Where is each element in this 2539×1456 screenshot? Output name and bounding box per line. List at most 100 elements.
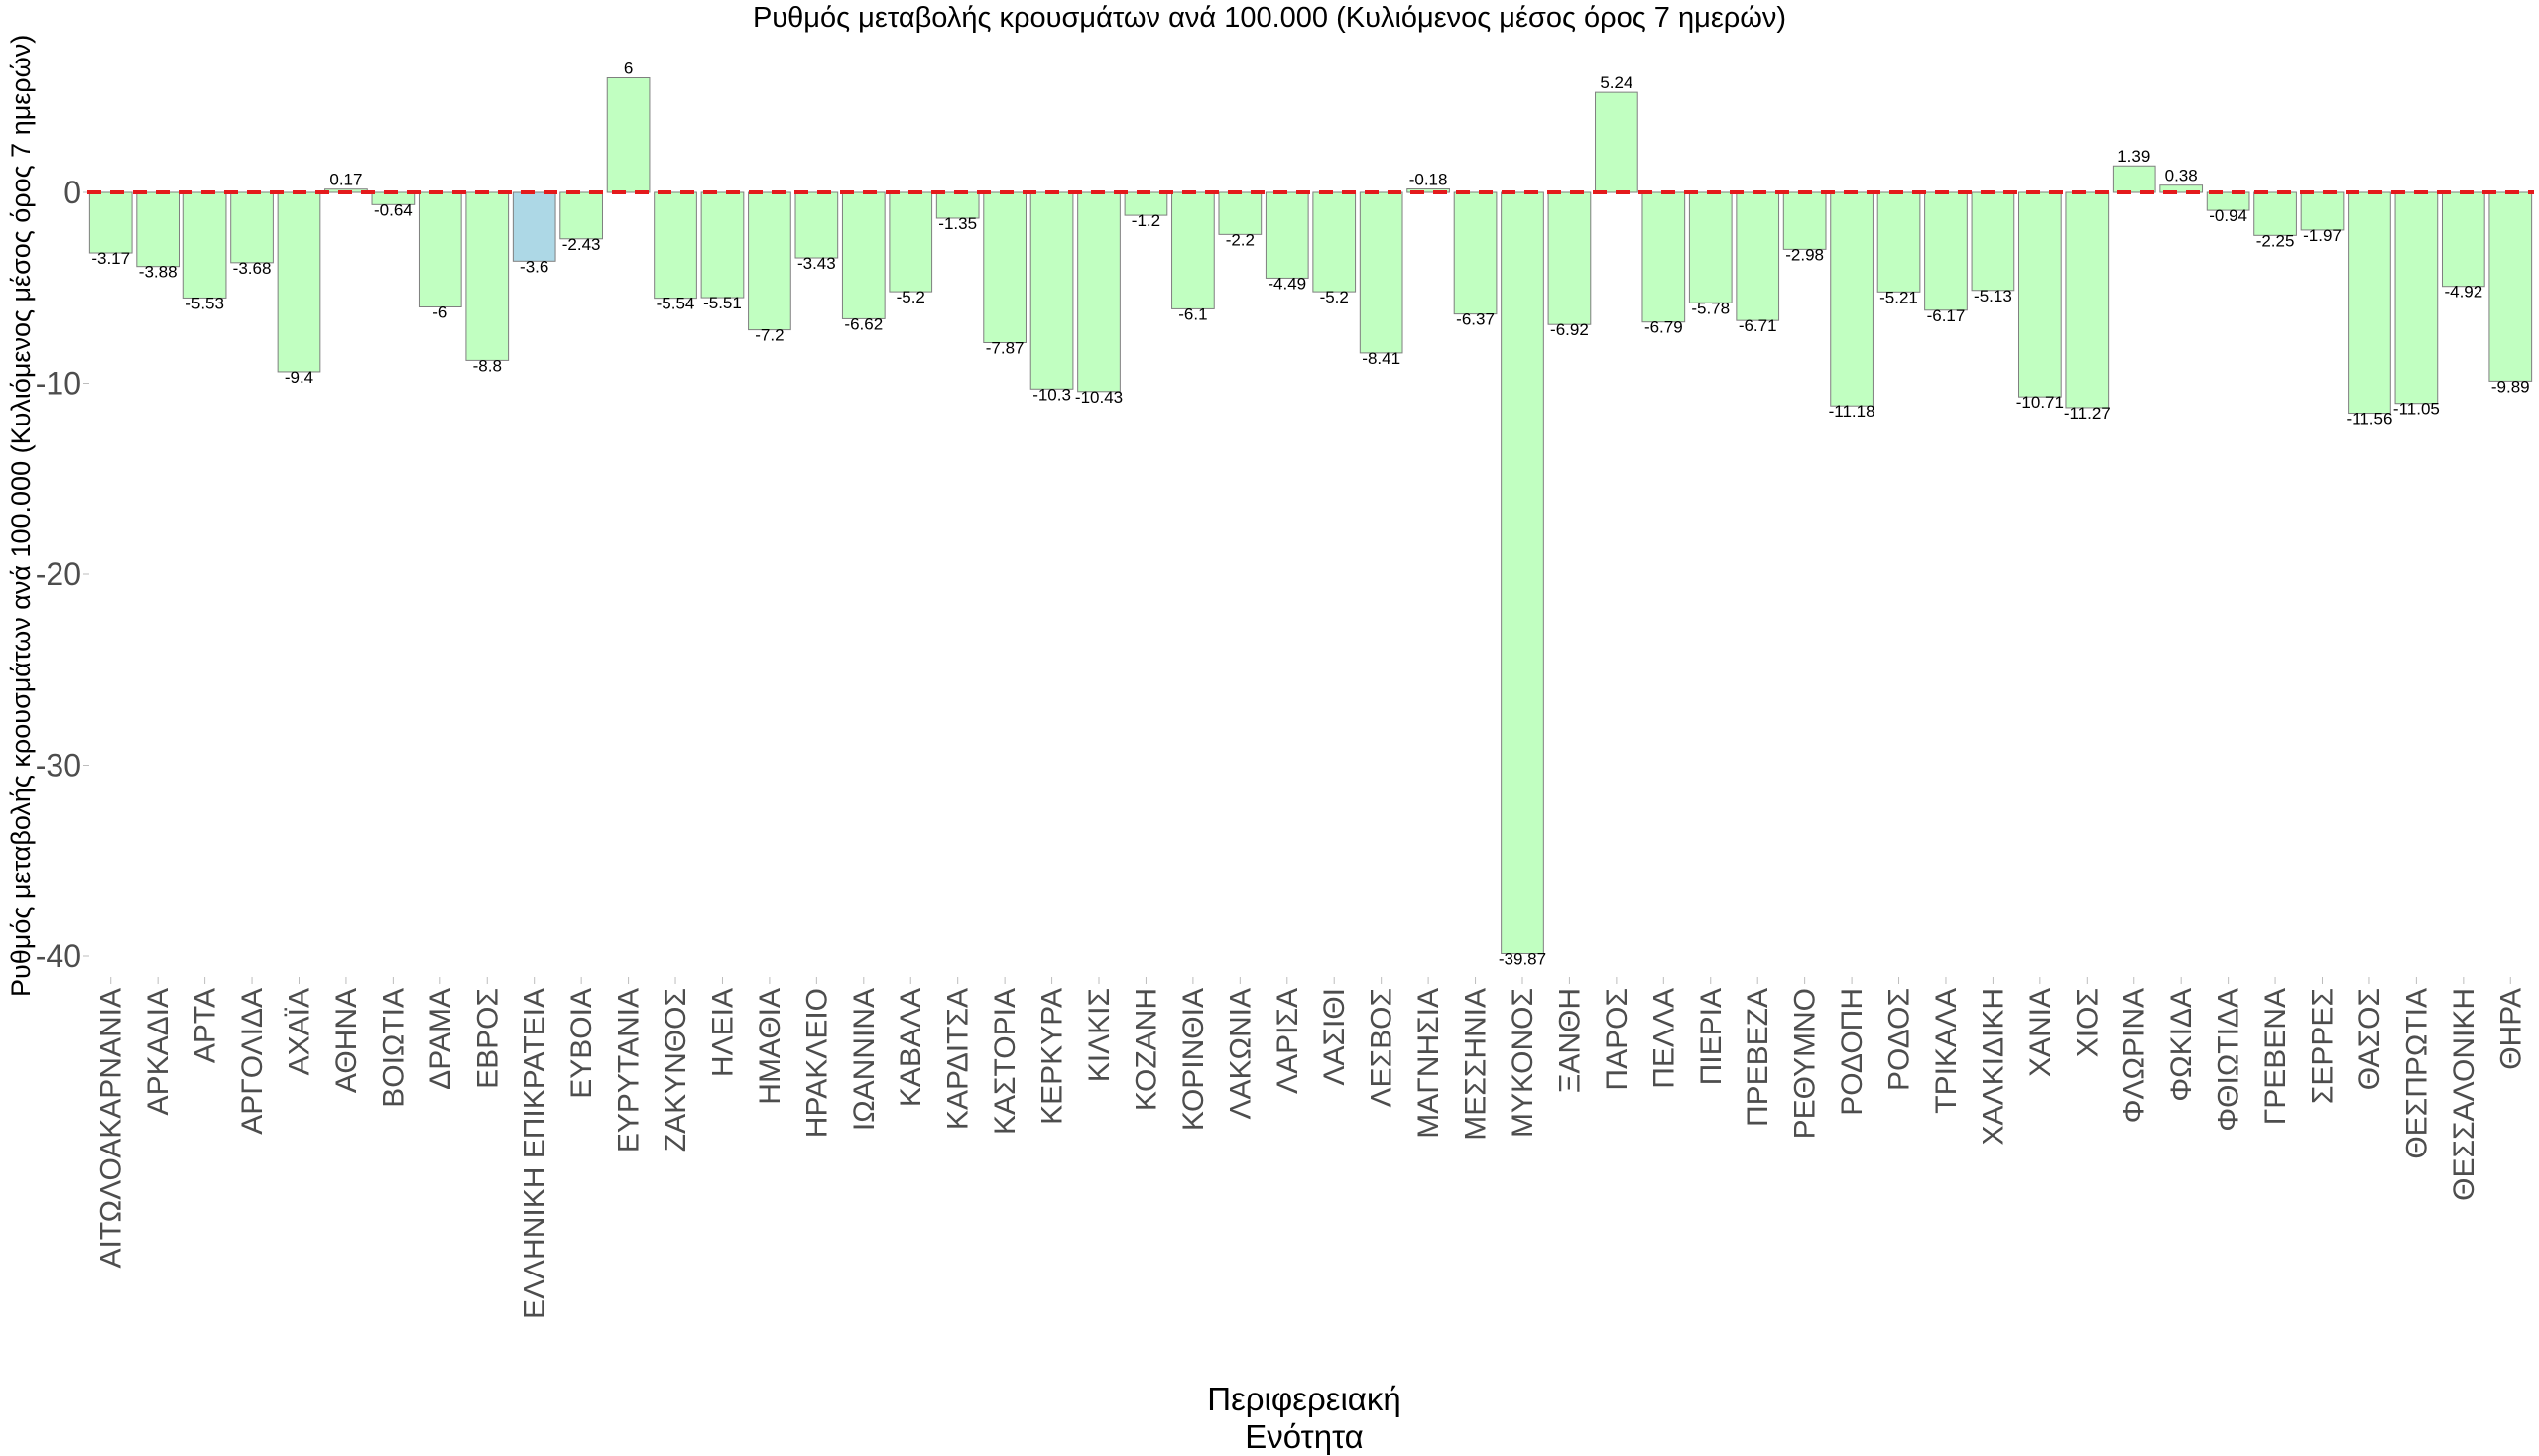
x-tick-label: ΘΑΣΟΣ (2354, 988, 2386, 1090)
x-tick-label: ΘΕΣΠΡΩΤΙΑ (2400, 988, 2433, 1159)
bar-value-label: -0.18 (1409, 171, 1448, 189)
bar-value-label: -0.64 (374, 200, 413, 219)
x-tick-label: ΛΑΡΙΣΑ (1271, 988, 1304, 1094)
x-tick-label: ΧΑΝΙΑ (2024, 988, 2057, 1077)
bar-value-label: -2.43 (562, 235, 601, 254)
bar (748, 191, 791, 331)
y-tick-label: -30 (36, 748, 81, 784)
bar-value-label: -1.35 (938, 214, 977, 233)
bar (418, 191, 462, 307)
bar (1971, 191, 2015, 292)
x-tick-label: ΦΘΙΩΤΙΔΑ (2213, 988, 2245, 1132)
bar (2441, 191, 2485, 288)
bar-value-label: -6.17 (1927, 306, 1966, 325)
x-tick-label: ΧΑΛΚΙΔΙΚΗ (1977, 988, 2009, 1145)
x-tick-label: ΑΙΤΩΛΟΑΚΑΡΝΑΝΙΑ (95, 988, 128, 1268)
bar (1406, 188, 1450, 193)
bar (1029, 191, 1074, 390)
x-tick-label: ΚΙΛΚΙΣ (1083, 988, 1116, 1082)
bar (1501, 191, 1544, 954)
bar (1218, 191, 1263, 235)
x-tick-label: ΣΕΡΡΕΣ (2307, 988, 2340, 1104)
bar (2488, 191, 2533, 382)
bar-value-label: -6.1 (1178, 304, 1207, 323)
x-tick-label: ΕΥΒΟΙΑ (565, 988, 598, 1099)
y-tick-label: -20 (36, 556, 81, 592)
bar (2300, 191, 2345, 231)
bar-value-label: -3.17 (91, 249, 130, 268)
x-tick-label: ΙΩΑΝΝΙΝΑ (848, 988, 881, 1131)
bar-value-label: -6.62 (844, 314, 883, 333)
x-tick-label: ΚΕΡΚΥΡΑ (1036, 988, 1069, 1125)
bar-value-label: -11.27 (2064, 404, 2111, 423)
bar (1077, 191, 1121, 393)
bar-value-label: -7.2 (755, 326, 784, 345)
x-tick-label: ΜΥΚΟΝΟΣ (1507, 988, 1539, 1138)
bar-value-label: -6.79 (1644, 318, 1683, 337)
bar-value-label: -7.87 (986, 338, 1025, 357)
bar-value-label: -3.68 (233, 259, 272, 278)
bar (2394, 191, 2439, 405)
bar-value-label: -3.6 (520, 257, 548, 276)
bar (2253, 191, 2297, 236)
y-axis-label-line: Ρυθμός μεταβολής κρουσμάτων ανά 100.000 … (6, 34, 36, 997)
y-tick-label: -10 (36, 366, 81, 402)
bar (1453, 191, 1498, 315)
bar-value-label: 1.39 (2117, 147, 2150, 166)
bar (889, 191, 933, 293)
bar-value-label: -0.94 (2209, 206, 2247, 225)
bar-value-label: -5.78 (1691, 299, 1730, 317)
x-tick-label: ΕΛΛΗΝΙΚΗ ΕΠΙΚΡΑΤΕΙΑ (519, 988, 551, 1319)
bar (841, 191, 886, 319)
bar (1876, 191, 1921, 293)
x-tick-label: ΕΒΡΟΣ (471, 988, 504, 1089)
x-tick-label: ΠΙΕΡΙΑ (1695, 988, 1728, 1085)
bar-value-label: -10.3 (1032, 385, 1071, 404)
bar (512, 191, 556, 262)
x-tick-label: ΚΑΡΔΙΤΣΑ (942, 988, 975, 1130)
bar (2348, 191, 2391, 415)
x-tick-label: ΗΛΕΙΑ (706, 988, 739, 1077)
bar-value-label: 0.17 (329, 171, 362, 189)
x-tick-label: ΗΡΑΚΛΕΙΟ (800, 988, 833, 1138)
bar-value-label: -1.97 (2303, 226, 2342, 245)
bar (794, 191, 839, 259)
bar (606, 77, 651, 193)
bar (2159, 184, 2204, 193)
x-tick-label: ΠΡΕΒΕΖΑ (1742, 988, 1774, 1127)
bar-value-label: -3.88 (139, 263, 178, 282)
bar (2206, 191, 2250, 211)
bar-value-label: -5.2 (897, 288, 925, 306)
bar (2112, 165, 2156, 193)
bar-value-label: -4.49 (1268, 274, 1306, 293)
bar-value-label: -9.4 (285, 368, 313, 387)
bar-value-label: 0.38 (2165, 167, 2198, 185)
bar (277, 191, 321, 373)
x-tick-label: ΖΑΚΥΝΘΟΣ (660, 988, 692, 1152)
x-tick-label: ΑΡΓΟΛΙΔΑ (236, 988, 269, 1135)
y-tick-label: 0 (63, 175, 81, 210)
bar (1359, 191, 1403, 354)
bar (700, 191, 745, 299)
bar-value-label: -5.51 (703, 294, 742, 312)
bar-value-label: -10.71 (2016, 393, 2064, 412)
bar (1547, 191, 1592, 325)
bar-value-label: -10.43 (1075, 388, 1123, 407)
bar-value-label: -39.87 (1499, 949, 1546, 968)
bar-value-label: -6.71 (1739, 316, 1777, 335)
bar (654, 191, 697, 300)
x-tick-label: ΑΡΤΑ (189, 988, 222, 1063)
bar (1171, 191, 1215, 309)
bar-value-label: -6.37 (1456, 310, 1495, 329)
x-tick-label: ΚΑΒΑΛΑ (895, 988, 927, 1107)
bars (88, 77, 2533, 954)
x-tick-label: ΡΟΔΟΣ (1883, 988, 1916, 1091)
bar-value-label: -11.56 (2346, 410, 2392, 428)
x-tick-label: ΛΕΣΒΟΣ (1366, 988, 1398, 1107)
x-tick-label: ΗΜΑΘΙΑ (754, 988, 786, 1105)
bar-value-label: -4.92 (2444, 283, 2482, 302)
bar-value-label: -3.43 (797, 254, 836, 273)
x-tick-label: ΘΕΣΣΑΛΟΝΙΚΗ (2448, 988, 2480, 1201)
bar (2018, 191, 2062, 398)
